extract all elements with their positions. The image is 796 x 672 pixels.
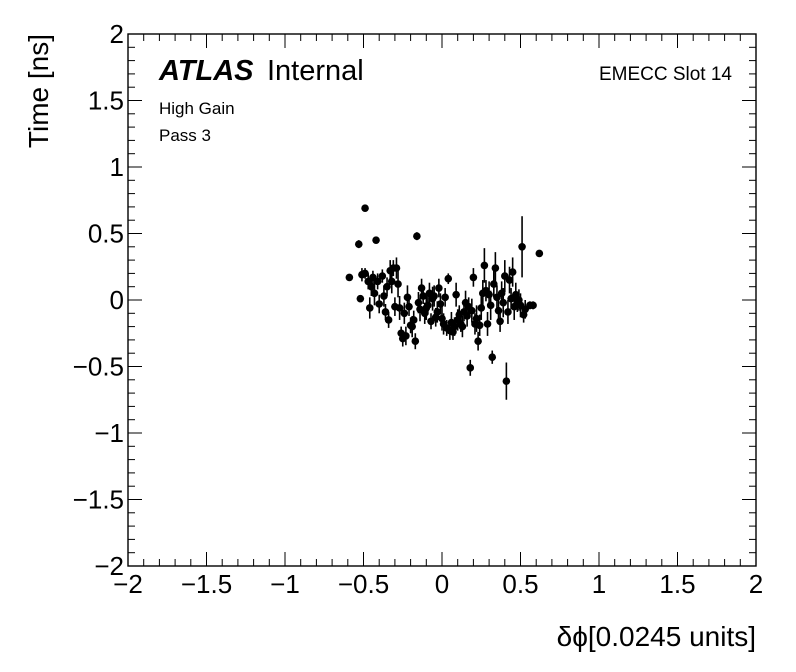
data-point	[361, 269, 369, 278]
data-point	[387, 277, 396, 286]
data-points	[345, 204, 544, 400]
data-point	[508, 268, 517, 276]
major-ticks	[127, 33, 757, 567]
atlas-internal-text: Internal	[267, 55, 364, 87]
data-point	[394, 280, 402, 288]
data-point	[403, 293, 412, 302]
y-tick-label: −1.5	[73, 485, 124, 515]
y-tick-label: −2	[94, 551, 124, 581]
data-point	[469, 273, 478, 282]
data-point	[402, 332, 410, 340]
data-point	[400, 309, 409, 318]
data-point	[475, 321, 484, 330]
data-point	[413, 232, 421, 240]
data-point	[472, 314, 481, 323]
y-tick-label: 0.5	[88, 219, 124, 249]
data-point	[474, 337, 482, 346]
data-point	[444, 274, 453, 283]
data-point	[417, 284, 426, 292]
x-axis-title: δϕ[0.0245 units]	[557, 621, 756, 652]
data-point	[468, 306, 476, 315]
data-point	[496, 317, 504, 326]
data-point	[408, 322, 416, 331]
y-tick-label: 0	[110, 285, 124, 315]
atlas-bold-text: ATLAS	[158, 55, 254, 87]
data-point	[383, 282, 391, 291]
data-point	[518, 243, 526, 251]
data-point	[384, 316, 393, 324]
data-point	[395, 304, 404, 312]
data-point	[491, 264, 500, 272]
y-tick-label: 1.5	[88, 86, 124, 116]
y-tick-label: −1	[94, 418, 124, 448]
data-point	[367, 282, 376, 291]
data-point	[365, 304, 374, 312]
x-tick-label: 1.5	[659, 569, 695, 599]
data-point	[409, 316, 418, 324]
data-point	[424, 301, 432, 310]
data-point	[529, 301, 537, 310]
data-point	[477, 304, 486, 312]
data-point	[345, 273, 354, 282]
data-point	[480, 261, 489, 270]
x-tick-label: −0.5	[338, 569, 389, 599]
y-tick-labels: −2 −1.5 −1 −0.5 0 0.5 1 1.5 2	[73, 19, 124, 581]
data-point	[486, 301, 495, 310]
x-tick-label: −1	[270, 569, 300, 599]
data-point	[436, 300, 445, 308]
data-point	[435, 284, 443, 292]
data-point	[370, 289, 379, 298]
data-point	[356, 294, 365, 303]
y-tick-label: −0.5	[73, 352, 124, 382]
data-point	[380, 292, 388, 300]
pass-label: Pass 3	[159, 126, 211, 145]
x-tick-label: 0.5	[502, 569, 538, 599]
data-point	[430, 292, 438, 300]
data-point	[441, 293, 449, 302]
data-point	[485, 290, 493, 299]
x-tick-label: −1.5	[181, 569, 232, 599]
x-tick-label: 2	[749, 569, 763, 599]
data-point	[466, 364, 475, 372]
x-tick-label: −2	[113, 569, 143, 599]
data-point	[499, 298, 508, 307]
data-point	[411, 337, 420, 346]
data-point	[433, 308, 442, 316]
data-point	[483, 320, 492, 328]
data-point	[488, 353, 497, 361]
data-point	[381, 308, 390, 316]
data-point	[373, 277, 382, 286]
x-tick-label: 1	[592, 569, 606, 599]
y-axis-title: Time [ns]	[23, 34, 54, 148]
data-point	[354, 240, 363, 248]
data-point	[372, 236, 380, 244]
data-point	[419, 292, 427, 300]
data-point	[450, 322, 459, 331]
data-point	[414, 298, 423, 307]
data-point	[535, 249, 544, 258]
data-point	[504, 308, 512, 316]
data-point	[502, 377, 511, 385]
data-point	[458, 322, 467, 331]
data-point	[452, 290, 460, 299]
x-tick-labels: −2 −1.5 −1 −0.5 0 0.5 1 1.5 2	[113, 569, 763, 599]
data-point	[375, 300, 384, 308]
data-point	[405, 302, 413, 311]
y-tick-label: 1	[110, 152, 124, 182]
data-point	[494, 306, 503, 315]
high-gain-label: High Gain	[159, 99, 235, 118]
data-point	[361, 204, 369, 213]
x-tick-label: 0	[435, 569, 449, 599]
minor-ticks	[128, 34, 756, 566]
slot-label: EMECC Slot 14	[599, 64, 732, 85]
data-point	[505, 276, 514, 284]
y-tick-label: 2	[110, 19, 124, 49]
data-point	[378, 272, 387, 280]
atlas-label: ATLAS Internal	[158, 55, 364, 87]
data-point	[392, 264, 401, 272]
